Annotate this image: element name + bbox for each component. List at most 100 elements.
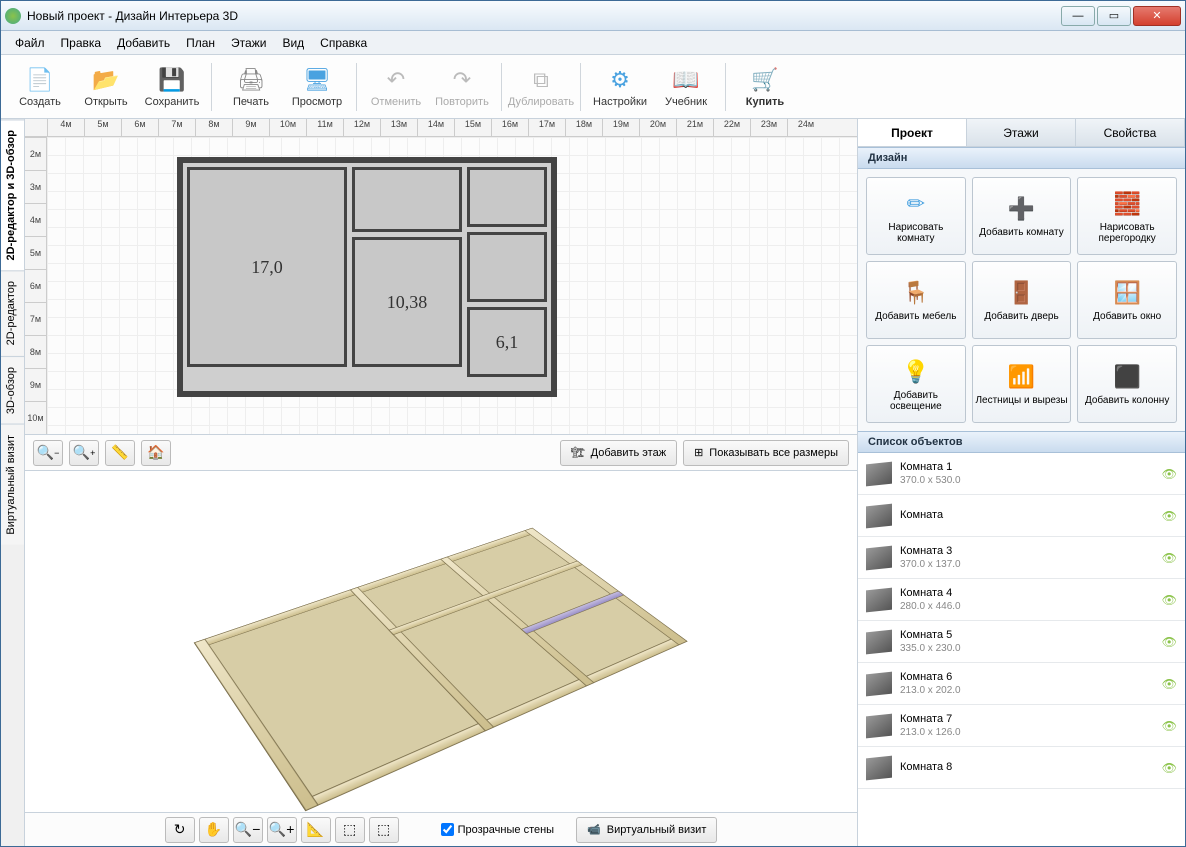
show-dimensions-button[interactable]: ⊞ Показывать все размеры [683, 440, 849, 466]
zoom-in-button[interactable]: 🔍+ [69, 440, 99, 466]
toolbar-label: Создать [19, 96, 61, 108]
design-button[interactable]: ➕Добавить комнату [972, 177, 1072, 255]
toolbar-создать-button[interactable]: 📄Создать [9, 59, 71, 115]
right-panel: ПроектЭтажиСвойства Дизайн ✏Нарисовать к… [857, 119, 1185, 846]
toolbar-открыть-button[interactable]: 📂Открыть [75, 59, 137, 115]
object-row[interactable]: Комната👁 [858, 495, 1185, 537]
visibility-icon[interactable]: 👁 [1162, 551, 1177, 565]
room[interactable]: 10,38 [352, 237, 462, 367]
toolbar-настройки-button[interactable]: ⚙Настройки [589, 59, 651, 115]
design-icon: 🪑 [901, 278, 931, 308]
rtab-этажи[interactable]: Этажи [967, 119, 1076, 146]
visibility-icon[interactable]: 👁 [1162, 635, 1177, 649]
canvas-2d[interactable]: 17,010,386,1 [47, 137, 857, 434]
object-row[interactable]: Комната 4280.0 x 446.0👁 [858, 579, 1185, 621]
menu-план[interactable]: План [178, 33, 223, 53]
toolbar-учебник-button[interactable]: 📖Учебник [655, 59, 717, 115]
menu-добавить[interactable]: Добавить [109, 33, 178, 53]
настройки-icon: ⚙ [606, 66, 634, 94]
object-name: Комната 5 [900, 628, 1154, 642]
room[interactable] [467, 232, 547, 302]
object-row[interactable]: Комната 7213.0 x 126.0👁 [858, 705, 1185, 747]
object-row[interactable]: Комната 8 👁 [858, 747, 1185, 789]
plan-2d-panel: 4м5м6м7м8м9м10м11м12м13м14м15м16м17м18м1… [25, 119, 857, 471]
menu-вид[interactable]: Вид [274, 33, 312, 53]
design-button[interactable]: 🧱Нарисовать перегородку [1077, 177, 1177, 255]
toolbar-сохранить-button[interactable]: 💾 Сохранить [141, 59, 203, 115]
menu-файл[interactable]: Файл [7, 33, 53, 53]
design-button[interactable]: 📶Лестницы и вырезы [972, 345, 1072, 423]
add-floor-button[interactable]: 🏗 Добавить этаж [560, 440, 677, 466]
vtab[interactable]: Виртуальный визит [1, 424, 24, 545]
room[interactable] [352, 167, 462, 232]
design-button[interactable]: 🪟Добавить окно [1077, 261, 1177, 339]
object-dimensions: 370.0 x 137.0 [900, 558, 1154, 571]
room[interactable]: 17,0 [187, 167, 347, 367]
design-button[interactable]: 💡Добавить освещение [866, 345, 966, 423]
toolbar-label: Печать [233, 96, 269, 108]
object-row[interactable]: Комната 5335.0 x 230.0👁 [858, 621, 1185, 663]
home-button[interactable]: 🏠 [141, 440, 171, 466]
room[interactable]: 6,1 [467, 307, 547, 377]
view3d-tool-button[interactable]: ↻ [165, 817, 195, 843]
visibility-icon[interactable]: 👁 [1162, 719, 1177, 733]
object-name: Комната 8 [900, 760, 1154, 774]
view3d-tool-button[interactable]: 🔍+ [267, 817, 297, 843]
menu-справка[interactable]: Справка [312, 33, 375, 53]
design-icon: ⬛ [1112, 362, 1142, 392]
minimize-button[interactable]: — [1061, 6, 1095, 26]
просмотр-icon: 🖥 [303, 66, 331, 94]
toolbar-купить-button[interactable]: 🛒Купить [734, 59, 796, 115]
object-row[interactable]: Комната 1370.0 x 530.0👁 [858, 453, 1185, 495]
virtual-visit-button[interactable]: 📹 Виртуальный визит [576, 817, 717, 843]
menu-правка[interactable]: Правка [53, 33, 110, 53]
plan-toolbar: 🔍− 🔍+ 📏 🏠 🏗 Добавить этаж ⊞ Показывать в… [25, 434, 857, 470]
visibility-icon[interactable]: 👁 [1162, 677, 1177, 691]
view3d-tool-button[interactable]: ✋ [199, 817, 229, 843]
app-icon [5, 8, 21, 24]
visibility-icon[interactable]: 👁 [1162, 467, 1177, 481]
object-name: Комната 1 [900, 460, 1154, 474]
design-label: Добавить комнату [979, 227, 1063, 238]
zoom-out-button[interactable]: 🔍− [33, 440, 63, 466]
room-icon [866, 461, 892, 486]
design-button[interactable]: ⬛Добавить колонну [1077, 345, 1177, 423]
transparent-walls-input[interactable] [441, 823, 454, 836]
view3d-tool-button[interactable]: 📐 [301, 817, 331, 843]
right-tabs: ПроектЭтажиСвойства [858, 119, 1185, 147]
room[interactable] [467, 167, 547, 227]
visibility-icon[interactable]: 👁 [1162, 761, 1177, 775]
view3d-tool-button[interactable]: ⬚ [335, 817, 365, 843]
transparent-walls-checkbox[interactable]: Прозрачные стены [441, 823, 554, 836]
vtab[interactable]: 2D-редактор [1, 270, 24, 355]
camera-icon: 📹 [587, 823, 601, 836]
сохранить-icon: 💾 [158, 66, 186, 94]
ruler-button[interactable]: 📏 [105, 440, 135, 466]
design-button[interactable]: 🚪Добавить дверь [972, 261, 1072, 339]
vtab[interactable]: 3D-обзор [1, 356, 24, 424]
купить-icon: 🛒 [751, 66, 779, 94]
canvas-3d[interactable] [25, 471, 857, 812]
toolbar-повторить-button: ↷Повторить [431, 59, 493, 115]
titlebar: Новый проект - Дизайн Интерьера 3D — ▭ ✕ [1, 1, 1185, 31]
show-dims-icon: ⊞ [694, 446, 703, 459]
toolbar-label: Сохранить [145, 96, 200, 108]
design-button[interactable]: ✏Нарисовать комнату [866, 177, 966, 255]
close-button[interactable]: ✕ [1133, 6, 1181, 26]
toolbar-просмотр-button[interactable]: 🖥Просмотр [286, 59, 348, 115]
menu-этажи[interactable]: Этажи [223, 33, 274, 53]
object-row[interactable]: Комната 3370.0 x 137.0👁 [858, 537, 1185, 579]
visibility-icon[interactable]: 👁 [1162, 509, 1177, 523]
visibility-icon[interactable]: 👁 [1162, 593, 1177, 607]
object-row[interactable]: Комната 6213.0 x 202.0👁 [858, 663, 1185, 705]
toolbar-печать-button[interactable]: 🖨Печать [220, 59, 282, 115]
window-controls: — ▭ ✕ [1061, 6, 1181, 26]
view3d-tool-button[interactable]: ⬚ [369, 817, 399, 843]
vtab[interactable]: 2D-редактор и 3D-обзор [1, 119, 24, 270]
design-button[interactable]: 🪑Добавить мебель [866, 261, 966, 339]
view3d-tool-button[interactable]: 🔍− [233, 817, 263, 843]
object-list: Комната 1370.0 x 530.0👁Комната👁Комната 3… [858, 453, 1185, 846]
rtab-свойства[interactable]: Свойства [1076, 119, 1185, 146]
maximize-button[interactable]: ▭ [1097, 6, 1131, 26]
rtab-проект[interactable]: Проект [858, 119, 967, 146]
